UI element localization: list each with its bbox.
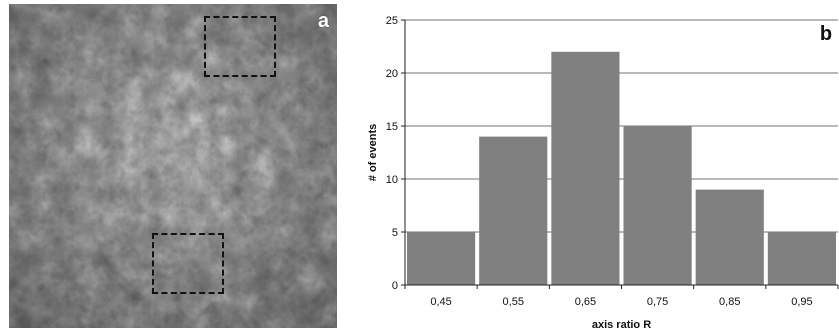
roi-box-bottom [152,233,224,294]
y-tick-label: 15 [386,121,398,133]
y-tick-label: 10 [386,174,398,186]
x-tick-label: 0,65 [575,296,596,308]
y-axis-title: # of events [367,124,379,181]
y-tick-labels: 0 5 10 15 20 25 [386,15,398,292]
panel-label-b: b [820,23,832,45]
x-tick-label: 0,95 [791,296,812,308]
bar-0-75 [623,126,692,285]
bar-0-45 [407,232,476,285]
y-tick-label: 25 [386,15,398,27]
x-tick-label: 0,75 [647,296,668,308]
x-tick-labels: 0,45 0,55 0,65 0,75 0,85 0,95 [430,296,812,308]
y-tick-label: 0 [392,280,398,292]
y-tick-label: 5 [392,227,398,239]
bar-0-95 [767,232,836,285]
x-tick-label: 0,45 [430,296,451,308]
x-tick-label: 0,85 [719,296,740,308]
bar-0-65 [551,51,620,285]
bar-0-85 [695,189,764,285]
bar-0-55 [479,136,548,285]
roi-box-top [204,16,276,77]
afm-image-panel: a [9,4,337,328]
histogram-chart: 0 5 10 15 20 25 0,45 0,55 0,65 0,75 0,85 0,95 axis… [367,15,839,331]
histogram-panel: 0 5 10 15 20 25 0,45 0,55 0,65 0,75 0,85 0,95 axis… [352,0,839,332]
afm-surface-image [9,4,337,328]
x-axis-title: axis ratio R [592,319,651,331]
gridlines [405,19,838,233]
panel-label-a: a [317,10,329,32]
axes [401,19,839,289]
x-tick-label: 0,55 [503,296,524,308]
y-tick-label: 20 [386,68,398,80]
bars [407,51,836,285]
